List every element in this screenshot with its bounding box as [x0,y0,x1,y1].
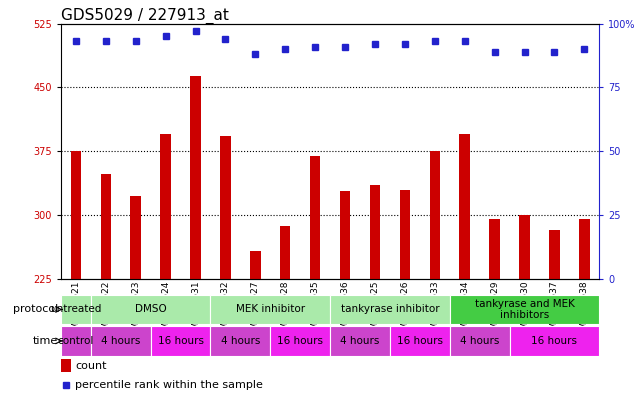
Bar [101,174,111,279]
Text: untreated: untreated [50,305,101,314]
Text: 4 hours: 4 hours [460,336,499,346]
Bar [71,151,81,279]
Bar [61,295,91,324]
Bar [210,326,271,356]
Bar [549,230,560,279]
Bar [151,326,210,356]
Bar [510,326,599,356]
Text: count: count [76,361,107,371]
Text: time: time [33,336,58,346]
Bar [490,219,500,279]
Text: protocol: protocol [13,305,58,314]
Bar [280,226,290,279]
Text: 4 hours: 4 hours [101,336,140,346]
Bar [271,326,330,356]
Text: MEK inhibitor: MEK inhibitor [236,305,305,314]
Text: GDS5029 / 227913_at: GDS5029 / 227913_at [61,7,229,24]
Bar [390,326,450,356]
Bar [61,359,71,373]
Bar [91,295,210,324]
Bar [91,326,151,356]
Text: DMSO: DMSO [135,305,167,314]
Bar [61,326,91,356]
Text: tankyrase inhibitor: tankyrase inhibitor [340,305,439,314]
Text: 4 hours: 4 hours [340,336,379,346]
Bar [131,196,141,279]
Text: percentile rank within the sample: percentile rank within the sample [76,380,263,390]
Bar [450,326,510,356]
Bar [460,134,470,279]
Text: 16 hours: 16 hours [531,336,578,346]
Bar [160,134,171,279]
Bar [190,76,201,279]
Bar [450,295,599,324]
Text: 16 hours: 16 hours [158,336,204,346]
Bar [330,295,450,324]
Text: control: control [58,336,94,346]
Bar [400,189,410,279]
Bar [330,326,390,356]
Bar [250,251,260,279]
Bar [370,185,380,279]
Text: tankyrase and MEK
inhibitors: tankyrase and MEK inhibitors [474,299,574,320]
Text: 16 hours: 16 hours [277,336,323,346]
Text: 4 hours: 4 hours [221,336,260,346]
Bar [221,136,231,279]
Text: 16 hours: 16 hours [397,336,443,346]
Bar [210,295,330,324]
Bar [310,156,320,279]
Bar [340,191,351,279]
Bar [429,151,440,279]
Bar [579,219,590,279]
Bar [519,215,529,279]
